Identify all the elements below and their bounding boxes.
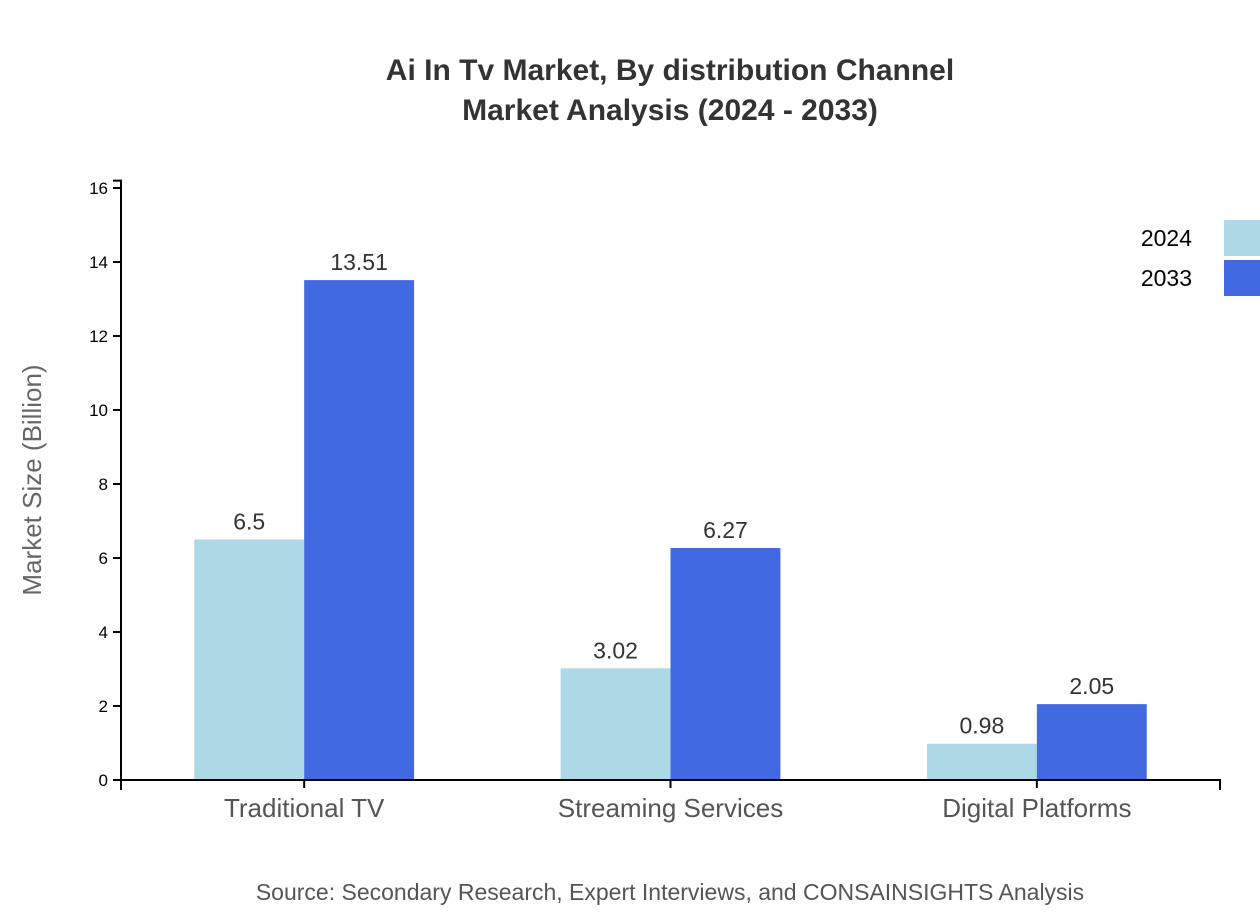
y-tick-label: 10 xyxy=(89,401,108,420)
chart-title-line-1: Ai In Tv Market, By distribution Channel xyxy=(386,54,954,87)
source-note: Source: Secondary Research, Expert Inter… xyxy=(256,879,1084,905)
bar-2024-1 xyxy=(560,668,671,780)
y-tick-label: 12 xyxy=(89,327,108,346)
y-tick-label: 2 xyxy=(99,697,108,716)
legend-label: 2033 xyxy=(1141,265,1192,291)
data-label: 3.02 xyxy=(593,637,638,663)
legend-swatch-2024 xyxy=(1224,220,1260,256)
x-tick-label: Streaming Services xyxy=(558,793,783,823)
bar-2024-2 xyxy=(926,743,1037,780)
y-tick-label: 4 xyxy=(99,623,108,642)
data-label: 0.98 xyxy=(960,713,1005,739)
y-axis-label: Market Size (Billion) xyxy=(17,364,47,595)
bar-2024-0 xyxy=(194,539,305,780)
data-label: 6.5 xyxy=(233,509,265,535)
x-tick-label: Digital Platforms xyxy=(942,793,1131,823)
bar-2033-2 xyxy=(1036,704,1147,780)
y-tick-label: 6 xyxy=(99,549,108,568)
data-label: 6.27 xyxy=(703,517,748,543)
data-label: 2.05 xyxy=(1069,673,1114,699)
chart-title-line-2: Market Analysis (2024 - 2033) xyxy=(462,94,878,127)
y-tick-label: 8 xyxy=(99,475,108,494)
bar-2033-0 xyxy=(304,280,415,780)
y-tick-label: 0 xyxy=(99,771,108,790)
y-axis xyxy=(113,179,122,780)
data-label: 13.51 xyxy=(330,249,388,275)
x-tick-label: Traditional TV xyxy=(224,793,385,823)
x-axis xyxy=(120,779,1221,790)
bar-2033-1 xyxy=(670,548,781,780)
y-tick-label: 16 xyxy=(89,179,108,198)
y-tick-label: 14 xyxy=(89,253,108,272)
legend-label: 2024 xyxy=(1141,225,1192,251)
legend-swatch-2033 xyxy=(1224,260,1260,296)
